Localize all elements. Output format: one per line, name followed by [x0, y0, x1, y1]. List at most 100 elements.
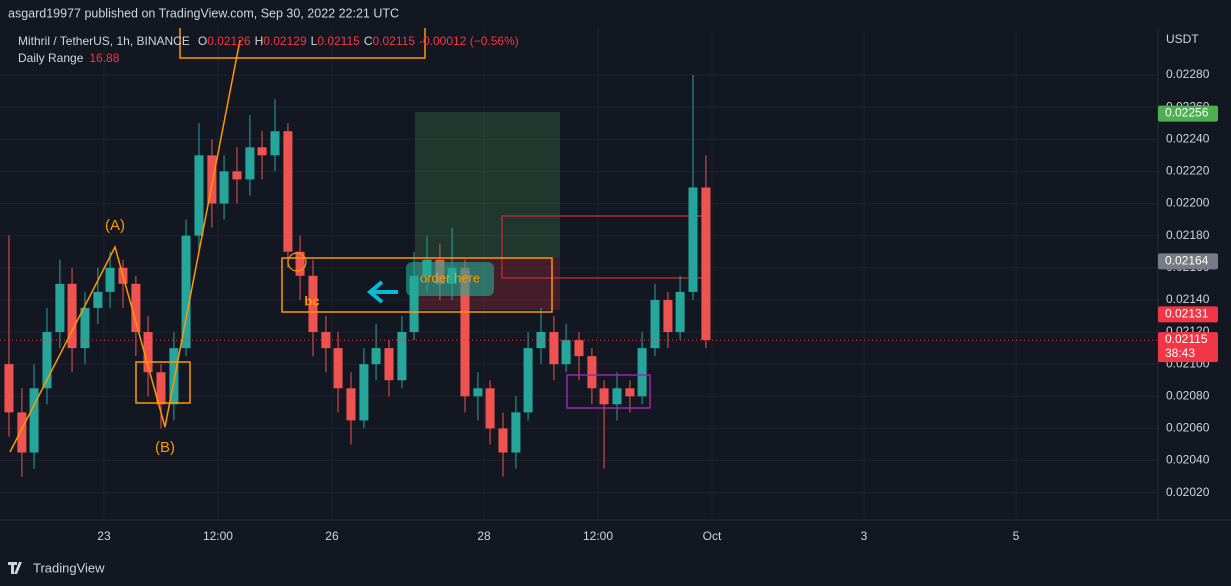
price-tag-label: 0.02164: [1165, 254, 1209, 268]
ohlc-key: L: [311, 34, 318, 48]
order-label-bg: [406, 262, 494, 296]
published: asgard19977 published on TradingView.com…: [8, 6, 399, 20]
grid: [0, 22, 1158, 520]
candle-body: [574, 340, 584, 357]
candle-body: [207, 155, 217, 204]
y-tick-label: 0.02180: [1166, 228, 1210, 242]
order-box: [281, 257, 553, 313]
target-zone: [415, 112, 560, 258]
price-tag: [1158, 253, 1218, 270]
footer-bar: [0, 556, 1231, 586]
countdown: 38:43: [1165, 346, 1195, 360]
axis: 0.020200.020400.020600.020800.021000.021…: [97, 67, 1218, 543]
legend: Mithril / TetherUS, 1h, BINANCE O0.02126 H…: [18, 34, 519, 48]
ohlc-key: H: [255, 34, 264, 48]
candle-body: [67, 283, 77, 349]
y-tick-label: 0.02060: [1166, 421, 1210, 435]
candle-body: [17, 412, 27, 453]
support-box: [566, 374, 651, 409]
candle-body: [257, 147, 267, 156]
x-tick-label: 5: [1013, 529, 1020, 543]
x-tick-label: 12:00: [203, 529, 233, 543]
candle-body: [29, 388, 39, 453]
candle-body: [232, 171, 242, 180]
price-tag-label: 0.02256: [1165, 106, 1209, 120]
annotation: bc: [304, 293, 319, 308]
y-tick-label: 0.02240: [1166, 131, 1210, 145]
annotation: order here: [420, 270, 480, 285]
x-tick-label: 26: [325, 529, 339, 543]
x-tick-label: 28: [477, 529, 491, 543]
candle-body: [219, 171, 229, 204]
candle-body: [169, 348, 179, 405]
currency: USDT: [1166, 32, 1199, 46]
candle-body: [143, 332, 153, 373]
y-tick-label: 0.02040: [1166, 453, 1210, 467]
wave-line: [9, 39, 241, 453]
y-tick-label: 0.02080: [1166, 388, 1210, 402]
candle-body: [194, 155, 204, 236]
x-tick-label: Oct: [703, 529, 722, 543]
price-tag: [1158, 306, 1218, 323]
symbol: Mithril / TetherUS, 1h, BINANCE: [18, 34, 190, 48]
candle-body: [397, 332, 407, 381]
price-tag-label: 0.02115: [1165, 332, 1208, 346]
candle-body: [625, 388, 635, 397]
brand: TradingView: [33, 560, 105, 575]
candle-body: [321, 332, 331, 349]
candle-body: [270, 131, 280, 156]
candle-body: [612, 388, 622, 405]
x-tick-label: 3: [861, 529, 868, 543]
candle-body: [663, 299, 673, 333]
indicator-name: Daily Range: [18, 51, 84, 65]
y-tick-label: 0.02020: [1166, 485, 1210, 499]
candle-body: [511, 412, 521, 453]
candle-body: [283, 131, 293, 252]
candle-body: [561, 340, 571, 365]
y-tick-label: 0.02140: [1166, 292, 1210, 306]
candle-body: [245, 147, 255, 180]
candle-body: [384, 348, 394, 381]
candle-body: [688, 187, 698, 292]
marker-circle: [287, 252, 307, 272]
price-tag: [1158, 332, 1218, 363]
ohlc-key: C: [364, 34, 373, 48]
candle-body: [105, 267, 115, 292]
y-tick-label: 0.02220: [1166, 164, 1210, 178]
price-tag-label: 0.02131: [1165, 307, 1209, 321]
candle-body: [333, 348, 343, 389]
candle-body: [650, 299, 660, 349]
candle-body: [359, 364, 369, 421]
candle-body: [498, 428, 508, 453]
candle-body: [131, 283, 141, 333]
candle-body: [156, 372, 166, 405]
annotation: (A): [105, 217, 125, 234]
change: -0.00012 (−0.56%): [419, 34, 519, 48]
indicator: Daily Range 16.88: [18, 51, 120, 65]
candle-body: [371, 348, 381, 365]
candle-body: [637, 348, 647, 397]
candle-body: [346, 388, 356, 421]
x-tick-label: 12:00: [583, 529, 613, 543]
ohlc-value: 0.02126: [207, 34, 251, 48]
candle-body: [42, 332, 52, 389]
annotation: (B): [155, 439, 175, 456]
box-b: [135, 361, 191, 404]
y-tick-label: 0.02280: [1166, 67, 1210, 81]
candle-body: [473, 388, 483, 397]
candle-body: [523, 348, 533, 413]
price-tag: [1158, 105, 1218, 122]
candle-body: [308, 275, 318, 333]
candle-body: [55, 283, 65, 333]
candle-body: [80, 307, 90, 349]
candle-body: [587, 356, 597, 389]
candle-body: [460, 267, 470, 397]
candle-body: [675, 291, 685, 333]
ohlc-value: 0.02115: [373, 34, 416, 48]
indicator-value: 16.88: [89, 51, 119, 65]
y-tick-label: 0.02200: [1166, 196, 1210, 210]
ohlc-value: 0.02129: [263, 34, 307, 48]
candle-body: [181, 235, 191, 349]
